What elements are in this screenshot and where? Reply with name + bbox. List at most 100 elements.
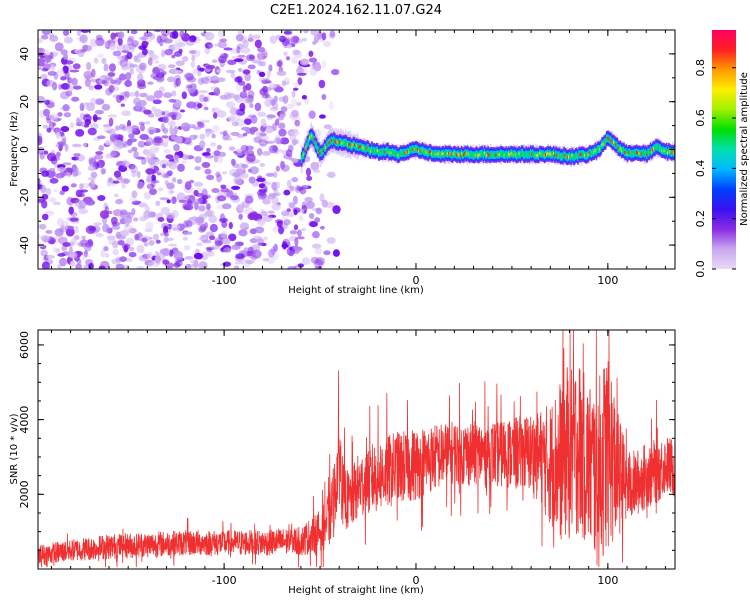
spectrogram-noise-blob — [219, 217, 229, 223]
spectrogram-noise-blob — [74, 199, 83, 208]
spectrogram-noise-blob — [184, 181, 192, 191]
spectrogram-ridge-peak — [457, 152, 460, 156]
spectrogram-ridge-band — [410, 147, 412, 153]
spectrogram-noise-blob — [201, 239, 212, 244]
spectrogram-noise-blob — [202, 199, 208, 205]
spectrogram-noise-blob — [40, 34, 49, 40]
spectrogram-noise-blob — [219, 38, 228, 43]
spectrogram-ridge-band — [562, 154, 564, 160]
spectrogram-noise-blob — [122, 264, 130, 269]
spectrogram-ridge-band — [372, 148, 374, 154]
spectrogram-noise-blob — [76, 30, 81, 37]
spectrogram-noise-blob — [185, 219, 193, 228]
spectrogram-ridge-band — [517, 152, 519, 158]
spectrogram-ridge-band — [573, 154, 576, 161]
spectrogram-ridge-peak — [346, 143, 349, 147]
spectrogram-ridge-peak — [487, 152, 489, 156]
spectrogram-noise-blob — [234, 76, 242, 83]
spectrogram-noise-blob — [279, 113, 286, 118]
spectrogram-noise-blob — [55, 131, 61, 139]
spectrogram-noise-blob — [281, 215, 289, 220]
spectrogram-noise-blob — [68, 206, 74, 215]
spectrogram-ridge-peak — [646, 153, 648, 157]
spectrogram-noise-blob — [166, 199, 171, 204]
spectrogram-noise-blob — [123, 217, 133, 224]
spectrogram-ridge-peak — [322, 149, 325, 152]
spectrogram-noise-blob — [266, 194, 276, 200]
spectrogram-ridge-peak — [303, 153, 305, 157]
spectrogram-ridge-band — [433, 151, 435, 157]
spectrogram-ridge-band — [516, 152, 518, 159]
spectrogram-ridge-band — [616, 142, 618, 148]
spectrogram-noise-blob — [280, 137, 290, 145]
spectrogram-noise-blob — [287, 265, 297, 269]
spectrogram-ridge-band — [327, 140, 329, 146]
spectrogram-noise-blob — [183, 244, 191, 251]
spectrogram-noise-blob — [173, 154, 180, 163]
spectrogram-noise-blob — [262, 214, 273, 223]
spectrogram-noise-blob — [55, 248, 61, 253]
spectrogram-noise-blob — [133, 217, 139, 222]
spectrogram-noise-blob — [281, 243, 289, 248]
spectrogram-ridge-peak — [426, 151, 428, 155]
spectrogram-noise-blob — [244, 259, 255, 265]
spectrogram-noise-blob — [163, 148, 171, 154]
spectrogram-ridge-peak — [508, 152, 510, 156]
spectrogram-noise-blob — [106, 76, 113, 81]
spectrogram-noise-blob — [252, 34, 261, 40]
spectrogram-noise-blob — [230, 195, 240, 201]
spectrogram-ridge-peak — [338, 140, 341, 144]
spectrogram-noise-blob — [161, 122, 166, 132]
spectrogram-ridge-peak — [548, 152, 550, 156]
spectrogram-noise-blob — [107, 72, 116, 77]
spectrogram-ridge-peak — [466, 151, 469, 155]
spectrogram-ridge-band — [524, 152, 526, 159]
spectrogram-ridge-peak — [535, 153, 538, 157]
spectrogram-noise-blob — [100, 75, 109, 79]
spectrogram-ridge-layer — [300, 122, 675, 174]
spectrogram-noise-blob — [101, 57, 107, 65]
spectrogram-noise-blob — [147, 262, 153, 268]
spectrogram-noise-blob — [210, 75, 219, 84]
spectrogram-ridge-peak — [390, 151, 393, 155]
spectrogram-noise-blob — [220, 184, 227, 189]
spectrogram-ridge-band — [502, 151, 504, 157]
spectrogram-noise-blob — [72, 63, 81, 70]
spectrogram-noise-blob — [46, 169, 56, 179]
spectrogram-noise-blob — [226, 92, 236, 99]
spectrogram-ridge-band — [630, 150, 632, 157]
spectrogram-noise-blob — [255, 130, 266, 138]
spectrogram-noise-blob — [169, 249, 174, 257]
spectrogram-noise-blob — [311, 243, 322, 249]
spectrogram-noise-blob — [286, 247, 295, 256]
spectrogram-noise-blob — [220, 249, 225, 253]
spectrogram-noise-blob — [315, 257, 325, 266]
spectrogram-noise-blob — [239, 102, 246, 112]
spectrogram-noise-blob — [326, 171, 336, 178]
spectrogram-noise-blob — [103, 63, 109, 72]
spectrogram-noise-blob — [249, 238, 258, 244]
spectrogram-ridge-band — [396, 152, 399, 158]
spectrogram-noise-blob — [256, 177, 266, 182]
spectrogram-noise-blob — [293, 209, 298, 216]
spectrogram-ridge-band — [329, 138, 332, 144]
spectrogram-noise-blob — [244, 193, 254, 198]
spectrogram-ridge-peak — [458, 153, 461, 157]
spectrogram-noise-blob — [111, 225, 121, 230]
spectrogram-noise-blob — [95, 34, 103, 40]
spectrogram-ridge-band — [578, 151, 580, 157]
spectrogram-noise-blob — [145, 136, 154, 146]
spectrogram-noise-blob — [69, 217, 79, 222]
spectrogram-noise-blob — [100, 249, 106, 258]
spectrogram-noise-blob — [204, 210, 213, 217]
spectrogram-noise-blob — [267, 210, 275, 214]
spectrogram-ridge-band — [491, 152, 494, 158]
spectrogram-noise-blob — [271, 181, 278, 191]
spectrogram-noise-blob — [205, 64, 216, 70]
spectrogram-noise-blob — [238, 213, 243, 220]
spectrogram-ridge-band — [558, 152, 561, 158]
spectrogram-ridge-band — [480, 151, 483, 157]
spectrogram-noise-blob — [87, 238, 94, 247]
spectrogram-ridge-band — [668, 147, 670, 154]
spectrogram-noise-blob — [73, 153, 81, 157]
